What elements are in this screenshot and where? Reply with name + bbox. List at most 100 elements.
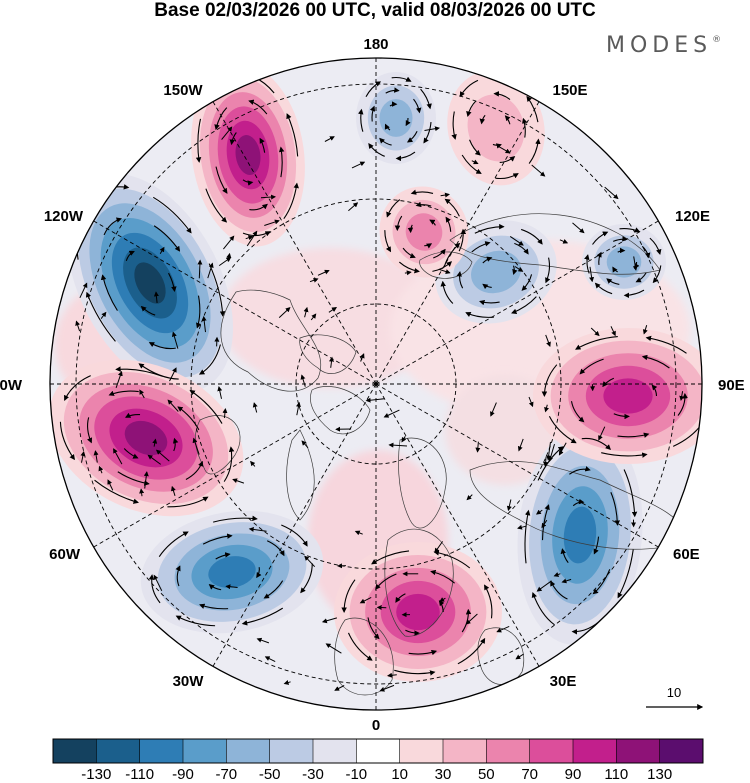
wind-arrow xyxy=(375,573,397,590)
colorbar-label: -30 xyxy=(302,766,324,783)
wind-arrow xyxy=(205,188,228,223)
colorbar-label: 30 xyxy=(434,766,452,783)
wind-arrow xyxy=(303,306,309,318)
wind-arrow xyxy=(572,498,585,507)
wind-arrow xyxy=(445,216,452,232)
wind-arrow xyxy=(610,492,621,526)
wind-arrow xyxy=(148,574,161,604)
colorbar-swatch xyxy=(616,739,660,763)
meridian-line xyxy=(93,220,377,385)
wind-arrow xyxy=(264,219,280,226)
wind-arrow xyxy=(594,282,613,295)
wind-arrow xyxy=(440,280,454,304)
wind-arrow xyxy=(283,680,291,685)
wind-arrow xyxy=(152,438,158,447)
wind-arrow xyxy=(610,326,616,337)
wind-arrow xyxy=(596,251,602,265)
wind-arrow xyxy=(388,442,408,448)
wind-arrow xyxy=(410,189,434,195)
wind-arrow xyxy=(348,202,359,212)
wind-arrow xyxy=(172,437,179,452)
wind-arrow xyxy=(606,278,620,285)
wind-arrow xyxy=(214,107,228,131)
wind-arrow xyxy=(93,450,99,463)
wind-arrow xyxy=(108,390,139,396)
wind-arrow xyxy=(575,336,618,350)
wind-arrow xyxy=(572,222,585,234)
wind-arrow xyxy=(641,354,670,369)
wind-arrow xyxy=(175,615,216,627)
wind-arrow xyxy=(461,154,482,174)
wind-arrow xyxy=(457,637,486,665)
colorbar-swatch xyxy=(573,739,617,763)
wind-arrow xyxy=(499,156,516,163)
wind-arrow xyxy=(679,391,685,401)
wind-arrow xyxy=(175,565,181,587)
meridian-line xyxy=(375,383,540,667)
anomaly-neg-atlantic xyxy=(140,510,324,634)
wind-arrow xyxy=(117,471,150,486)
wind-arrow xyxy=(263,580,284,599)
wind-arrow xyxy=(98,465,104,474)
wind-arrow xyxy=(384,123,391,131)
wind-arrow xyxy=(249,203,268,211)
wind-arrow xyxy=(612,266,618,273)
wind-arrow xyxy=(471,241,491,253)
wind-arrow xyxy=(250,460,256,467)
wind-arrow xyxy=(139,389,145,399)
coastline xyxy=(384,528,454,637)
colorbar-frame xyxy=(52,738,704,764)
wind-arrow xyxy=(433,248,446,259)
colorbar-swatch xyxy=(226,739,270,763)
wind-arrow xyxy=(677,392,688,416)
wind-arrow xyxy=(222,408,228,419)
wind-arrow xyxy=(169,367,177,382)
streamlines-pos-canada xyxy=(59,366,235,508)
meridian-label-90w: 90W xyxy=(0,377,22,394)
wind-arrow xyxy=(482,283,492,290)
coastline xyxy=(334,617,394,696)
wind-arrow xyxy=(389,101,398,107)
wind-arrow xyxy=(479,114,486,125)
wind-arrow xyxy=(642,325,648,335)
wind-arrow xyxy=(511,296,537,314)
wind-arrow xyxy=(404,270,412,276)
wind-arrow xyxy=(424,126,440,132)
coastline xyxy=(310,386,371,435)
wind-arrow xyxy=(198,344,221,375)
wind-arrow xyxy=(324,136,335,142)
wind-arrow xyxy=(365,397,385,403)
map-border xyxy=(49,57,703,711)
wind-arrow xyxy=(521,274,533,291)
wind-arrow xyxy=(415,201,432,208)
wind-arrow xyxy=(406,130,418,143)
wind-arrow xyxy=(619,227,641,233)
wind-arrow xyxy=(402,247,416,259)
wind-arrow xyxy=(309,277,319,283)
meridian-line xyxy=(212,383,377,667)
wind-arrow xyxy=(617,549,634,599)
wind-arrow xyxy=(456,270,464,289)
wind-arrow xyxy=(482,256,493,264)
wind-arrow xyxy=(304,555,316,568)
wind-arrow xyxy=(264,656,276,663)
wind-arrow xyxy=(558,442,567,456)
latitude-circle xyxy=(75,83,677,685)
wind-arrow xyxy=(148,342,176,350)
wind-arrow xyxy=(286,113,299,157)
wind-arrow xyxy=(506,499,512,512)
wind-arrow xyxy=(139,488,145,497)
colorbar-label: -50 xyxy=(258,766,281,783)
wind-arrow xyxy=(613,413,630,420)
coastline xyxy=(419,251,473,279)
wind-arrow xyxy=(107,479,114,491)
wind-arrow xyxy=(484,584,493,619)
wind-arrow xyxy=(536,580,552,592)
wind-arrow xyxy=(651,384,658,397)
wind-arrow xyxy=(85,291,116,342)
wind-arrow xyxy=(545,334,551,348)
wind-arrow xyxy=(593,536,600,555)
brand-name: MODES xyxy=(606,33,713,58)
meridian-label-180: 180 xyxy=(363,36,389,53)
wind-arrow xyxy=(543,456,549,467)
